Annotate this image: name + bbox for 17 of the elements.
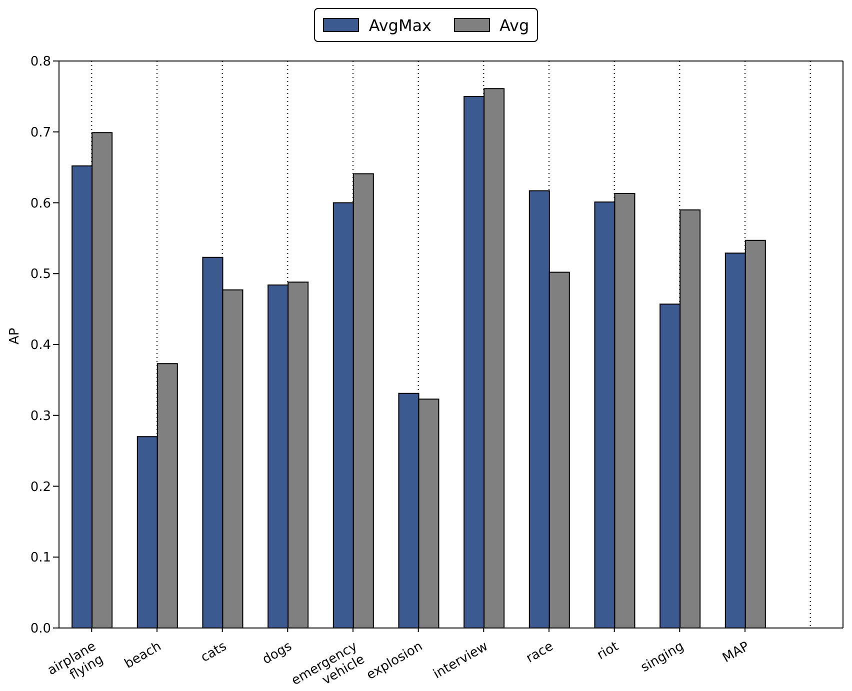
y-tick-label: 0.8 xyxy=(30,54,51,70)
x-tick-label: MAP xyxy=(720,639,752,666)
y-axis-title: AP xyxy=(8,328,23,344)
y-tick-label: 0.4 xyxy=(30,338,51,354)
x-tick-label: dogs xyxy=(260,639,295,668)
y-tick-label: 0.0 xyxy=(30,622,51,637)
y-tick-label: 0.2 xyxy=(30,480,51,495)
x-tick-label: cats xyxy=(198,639,230,666)
legend-label: AvgMax xyxy=(368,16,432,34)
x-tick-label: race xyxy=(524,639,556,666)
x-tick-label: riot xyxy=(594,639,622,664)
y-tick-label: 0.5 xyxy=(30,267,51,282)
legend-label: Avg xyxy=(500,16,530,34)
y-tick-label: 0.6 xyxy=(30,196,51,212)
y-tick-label: 0.3 xyxy=(30,408,51,424)
y-tick-label: 0.7 xyxy=(30,125,51,140)
y-tick-label: 0.1 xyxy=(30,550,51,566)
